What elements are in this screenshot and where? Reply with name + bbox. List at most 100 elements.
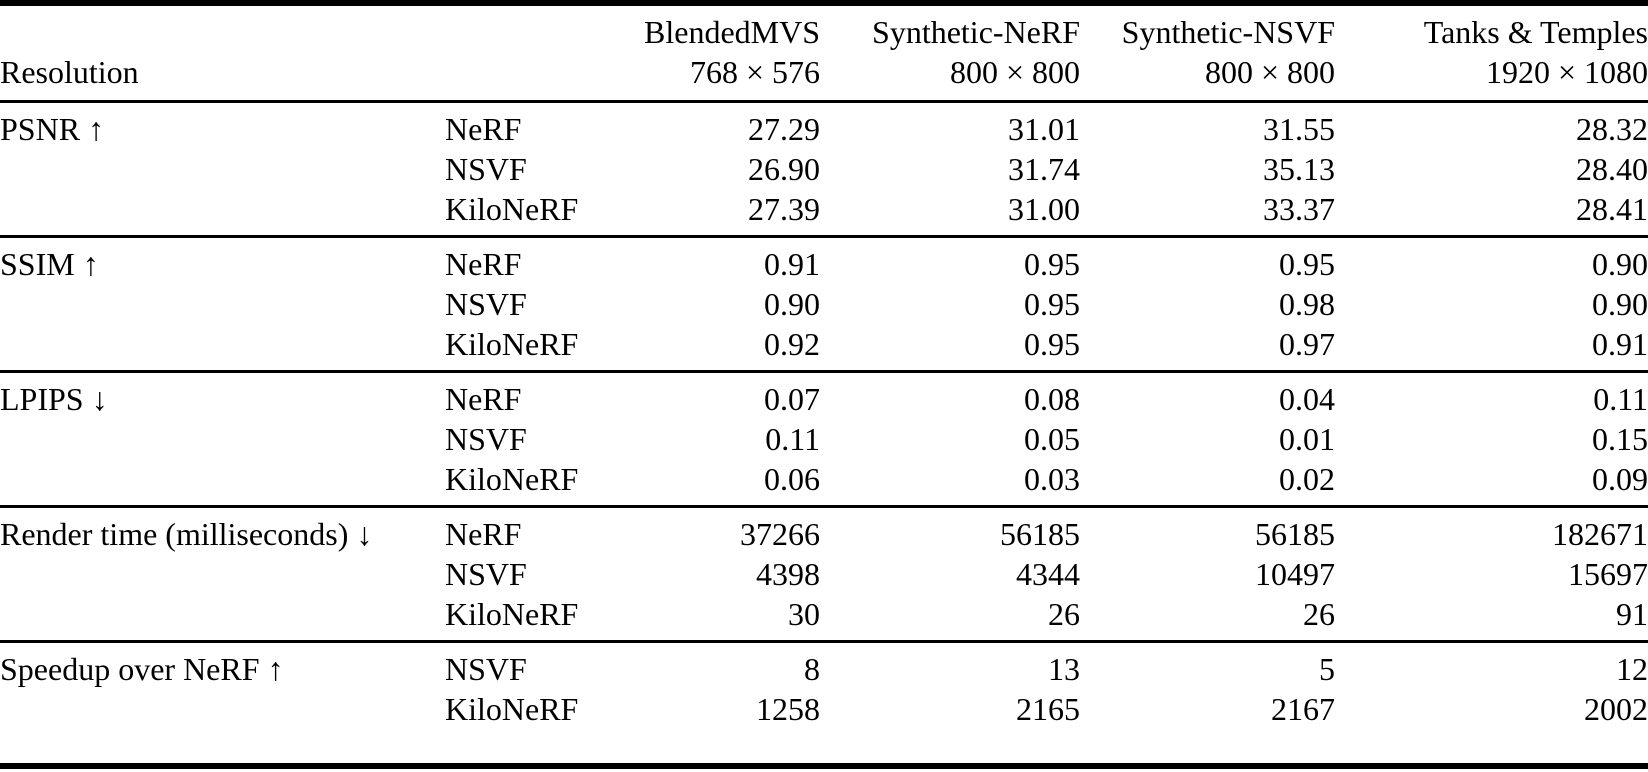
dataset-name-row: BlendedMVS Synthetic-NeRF Synthetic-NSVF… — [0, 3, 1648, 52]
value-cell: 0.01 — [1279, 421, 1335, 457]
value-cell: 26.90 — [748, 151, 820, 187]
value-cell: 182671 — [1552, 516, 1648, 552]
section-psnr: PSNR ↑ NeRF 27.29 31.01 31.55 28.32 NSVF… — [0, 101, 1648, 237]
value-cell: 27.29 — [748, 111, 820, 147]
table-row: LPIPS ↓ NeRF 0.07 0.08 0.04 0.11 — [0, 372, 1648, 420]
value-cell: 28.40 — [1576, 151, 1648, 187]
metric-label-spacer — [0, 594, 445, 642]
value-cell: 30 — [788, 596, 820, 632]
metric-label-spacer — [0, 554, 445, 594]
method-label: NeRF — [445, 111, 522, 147]
table-row: KiloNeRF 1258 2165 2167 2002 — [0, 689, 1648, 766]
value-cell: 31.55 — [1263, 111, 1335, 147]
resolution-row: Resolution 768 × 576 800 × 800 800 × 800… — [0, 52, 1648, 102]
table-row: NSVF 4398 4344 10497 15697 — [0, 554, 1648, 594]
value-cell: 0.95 — [1024, 246, 1080, 282]
value-cell: 2167 — [1271, 691, 1335, 727]
table-row: NSVF 26.90 31.74 35.13 28.40 — [0, 149, 1648, 189]
value-cell: 8 — [804, 651, 820, 687]
resolution-tanks-temples: 1920 × 1080 — [1485, 54, 1648, 90]
value-cell: 0.95 — [1279, 246, 1335, 282]
table-row: Render time (milliseconds) ↓ NeRF 37266 … — [0, 507, 1648, 555]
value-cell: 0.91 — [764, 246, 820, 282]
dataset-header-synthetic-nerf: Synthetic-NeRF — [872, 14, 1080, 50]
value-cell: 0.11 — [1593, 381, 1648, 417]
value-cell: 4344 — [1016, 556, 1080, 592]
value-cell: 91 — [1616, 596, 1648, 632]
method-label: KiloNeRF — [445, 596, 579, 632]
value-cell: 10497 — [1255, 556, 1335, 592]
dataset-header-blendedmvs: BlendedMVS — [644, 14, 820, 50]
resolution-row-label: Resolution — [0, 54, 139, 90]
value-cell: 0.90 — [1592, 246, 1648, 282]
value-cell: 0.90 — [1592, 286, 1648, 322]
table-row: SSIM ↑ NeRF 0.91 0.95 0.95 0.90 — [0, 237, 1648, 285]
section-speedup: Speedup over NeRF ↑ NSVF 8 13 5 12 KiloN… — [0, 641, 1648, 767]
method-label: NeRF — [445, 246, 522, 282]
header-spacer — [445, 3, 623, 52]
table-row: KiloNeRF 0.92 0.95 0.97 0.91 — [0, 324, 1648, 372]
value-cell: 15697 — [1568, 556, 1648, 592]
value-cell: 28.32 — [1576, 111, 1648, 147]
metric-label-spacer — [0, 419, 445, 459]
value-cell: 28.41 — [1576, 191, 1648, 227]
table-row: KiloNeRF 0.06 0.03 0.02 0.09 — [0, 459, 1648, 507]
value-cell: 56185 — [1255, 516, 1335, 552]
metric-label: Speedup over NeRF ↑ — [0, 651, 284, 687]
value-cell: 0.95 — [1024, 326, 1080, 362]
metric-label-spacer — [0, 324, 445, 372]
metric-label-spacer — [0, 189, 445, 237]
value-cell: 35.13 — [1263, 151, 1335, 187]
value-cell: 13 — [1048, 651, 1080, 687]
method-label: KiloNeRF — [445, 691, 579, 727]
section-ssim: SSIM ↑ NeRF 0.91 0.95 0.95 0.90 NSVF 0.9… — [0, 236, 1648, 372]
method-label: KiloNeRF — [445, 191, 579, 227]
method-label: KiloNeRF — [445, 461, 579, 497]
value-cell: 1258 — [756, 691, 820, 727]
metric-label: Render time (milliseconds) ↓ — [0, 516, 373, 552]
metric-label: LPIPS ↓ — [0, 381, 108, 417]
method-label: NSVF — [445, 651, 527, 687]
value-cell: 0.09 — [1592, 461, 1648, 497]
metric-label-spacer — [0, 459, 445, 507]
metric-label-spacer — [0, 689, 445, 766]
value-cell: 12 — [1616, 651, 1648, 687]
table-row: KiloNeRF 30 26 26 91 — [0, 594, 1648, 642]
method-label: NSVF — [445, 151, 527, 187]
value-cell: 0.91 — [1592, 326, 1648, 362]
value-cell: 56185 — [1000, 516, 1080, 552]
table-row: NSVF 0.90 0.95 0.98 0.90 — [0, 284, 1648, 324]
dataset-header-synthetic-nsvf: Synthetic-NSVF — [1121, 14, 1335, 50]
value-cell: 26 — [1048, 596, 1080, 632]
table-row: PSNR ↑ NeRF 27.29 31.01 31.55 28.32 — [0, 102, 1648, 150]
resolution-synthetic-nsvf: 800 × 800 — [1204, 54, 1335, 90]
value-cell: 26 — [1303, 596, 1335, 632]
dataset-header-tanks-temples: Tanks & Temples — [1423, 14, 1648, 50]
method-label: NSVF — [445, 286, 527, 322]
method-label: NSVF — [445, 556, 527, 592]
method-label: NeRF — [445, 516, 522, 552]
section-render-time: Render time (milliseconds) ↓ NeRF 37266 … — [0, 506, 1648, 642]
value-cell: 0.97 — [1279, 326, 1335, 362]
value-cell: 0.90 — [764, 286, 820, 322]
header-spacer — [0, 3, 445, 52]
value-cell: 0.98 — [1279, 286, 1335, 322]
value-cell: 27.39 — [748, 191, 820, 227]
value-cell: 0.03 — [1024, 461, 1080, 497]
resolution-blendedmvs: 768 × 576 — [689, 54, 820, 90]
value-cell: 0.92 — [764, 326, 820, 362]
method-label: NSVF — [445, 421, 527, 457]
value-cell: 0.95 — [1024, 286, 1080, 322]
value-cell: 0.05 — [1024, 421, 1080, 457]
value-cell: 0.08 — [1024, 381, 1080, 417]
table-row: NSVF 0.11 0.05 0.01 0.15 — [0, 419, 1648, 459]
header-spacer — [445, 52, 623, 102]
value-cell: 0.15 — [1592, 421, 1648, 457]
value-cell: 37266 — [740, 516, 820, 552]
value-cell: 33.37 — [1263, 191, 1335, 227]
value-cell: 31.74 — [1008, 151, 1080, 187]
method-label: NeRF — [445, 381, 522, 417]
value-cell: 0.07 — [764, 381, 820, 417]
metric-label-spacer — [0, 149, 445, 189]
